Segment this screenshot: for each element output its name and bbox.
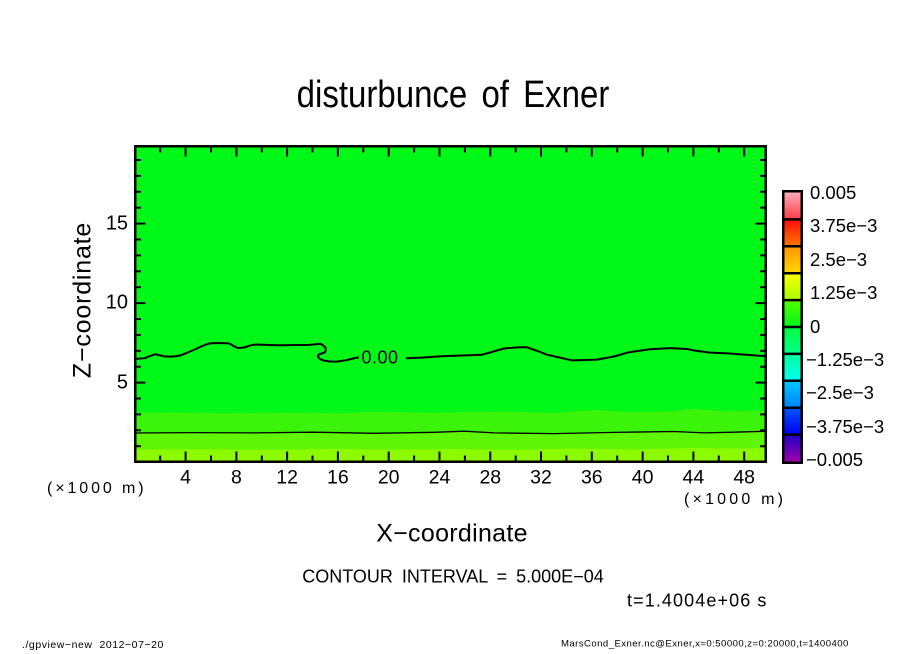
svg-text:0.00: 0.00 xyxy=(361,348,398,368)
